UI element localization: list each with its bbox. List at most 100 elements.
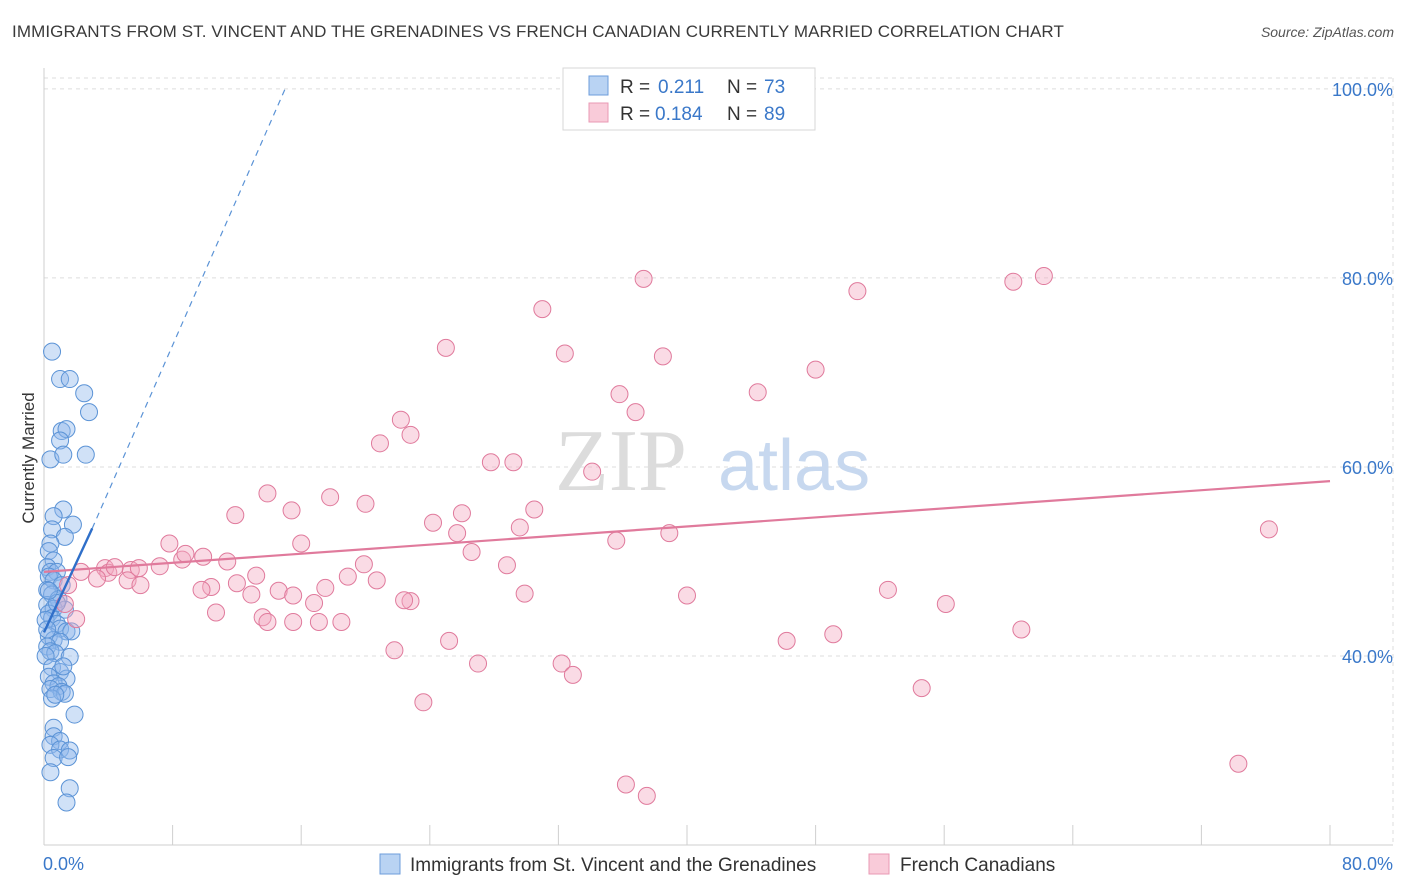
legend-swatch-blue [588, 75, 609, 96]
point-blue-2 [60, 370, 79, 389]
point-pink-1 [848, 282, 867, 301]
point-pink-82 [67, 610, 86, 629]
point-pink-3 [1034, 267, 1053, 286]
point-pink-10 [610, 385, 629, 404]
point-blue-45 [60, 647, 79, 666]
point-pink-36 [497, 556, 516, 575]
point-blue-72 [46, 685, 65, 704]
point-blue-6 [57, 420, 76, 439]
point-pink-5 [436, 338, 455, 357]
bottom-legend-swatch-pink [868, 853, 890, 875]
point-pink-2 [1004, 272, 1023, 291]
point-pink-71 [777, 631, 796, 650]
legend-r-label-1: R = [620, 77, 650, 98]
point-pink-14 [370, 434, 389, 453]
y-tick-labels: 40.0% 60.0% 80.0% 100.0% [1332, 80, 1393, 667]
point-pink-75 [563, 665, 582, 684]
bottom-legend-label-blue: Immigrants from St. Vincent and the Gren… [410, 855, 816, 876]
watermark-atlas: atlas [718, 426, 870, 506]
point-blue-1 [51, 370, 70, 389]
point-pink-24 [525, 500, 544, 519]
point-pink-6 [555, 344, 574, 363]
point-pink-17 [583, 462, 602, 481]
point-blue-63 [44, 749, 63, 768]
point-blue-17 [39, 542, 58, 561]
trend-line-blue-extension [91, 88, 286, 529]
legend-n-label-1: N = [727, 77, 757, 98]
point-pink-8 [806, 360, 825, 379]
point-pink-73 [469, 654, 488, 673]
point-pink-55 [401, 592, 420, 611]
point-pink-47 [338, 567, 357, 586]
point-blue-68 [38, 620, 57, 639]
point-pink-25 [424, 513, 443, 532]
point-blue-7 [51, 431, 70, 450]
point-blue-16 [41, 534, 60, 553]
point-pink-81 [1259, 520, 1278, 539]
x-tick-label-min: 0.0% [43, 854, 84, 874]
bottom-legend: Immigrants from St. Vincent and the Gren… [379, 853, 1055, 876]
point-blue-4 [80, 403, 99, 422]
point-pink-15 [481, 453, 500, 472]
point-pink-35 [354, 555, 373, 574]
point-pink-85 [176, 544, 195, 563]
point-blue-65 [41, 763, 60, 782]
point-blue-62 [60, 741, 79, 760]
point-pink-77 [414, 693, 433, 712]
point-pink-69 [1012, 620, 1031, 639]
point-pink-20 [356, 494, 375, 513]
point-blue-44 [36, 646, 55, 665]
legend-r-value-1: 0.211 [658, 77, 704, 98]
point-pink-48 [227, 574, 246, 593]
point-pink-32 [173, 550, 192, 569]
point-pink-44 [88, 569, 107, 588]
point-pink-78 [616, 775, 635, 794]
point-pink-62 [207, 603, 226, 622]
point-pink-18 [258, 484, 277, 503]
point-blue-12 [44, 507, 63, 526]
trend-line-pink [43, 480, 1331, 573]
data-points [36, 267, 1278, 812]
point-blue-71 [54, 657, 73, 676]
point-pink-19 [321, 488, 340, 507]
point-pink-26 [510, 518, 529, 537]
point-pink-16 [504, 453, 523, 472]
point-pink-79 [637, 786, 656, 805]
bottom-legend-swatch-blue [379, 853, 401, 875]
point-pink-27 [448, 524, 467, 543]
point-pink-68 [824, 625, 843, 644]
point-blue-66 [60, 779, 79, 798]
y-tick-label-1: 60.0% [1342, 458, 1393, 478]
point-blue-10 [76, 445, 95, 464]
y-axis-label: Currently Married [19, 392, 38, 523]
point-blue-11 [54, 500, 73, 519]
point-pink-76 [912, 679, 931, 698]
point-pink-74 [552, 654, 571, 673]
legend-r-label-2: R = [620, 104, 650, 125]
point-pink-21 [282, 501, 301, 520]
x-tick-label-max: 80.0% [1342, 854, 1393, 874]
point-pink-52 [269, 581, 288, 600]
point-blue-47 [51, 663, 70, 682]
point-blue-56 [65, 705, 84, 724]
point-pink-70 [440, 631, 459, 650]
trend-lines [42, 88, 1331, 633]
point-blue-67 [57, 793, 76, 812]
point-pink-7 [653, 347, 672, 366]
point-pink-57 [395, 591, 414, 610]
point-pink-9 [748, 383, 767, 402]
point-pink-54 [284, 586, 303, 605]
point-pink-64 [258, 612, 277, 631]
bottom-legend-label-pink: French Canadians [900, 855, 1055, 876]
point-pink-23 [452, 504, 471, 523]
y-tick-label-3: 100.0% [1332, 80, 1393, 100]
chart-source: Source: ZipAtlas.com [1260, 24, 1394, 40]
point-blue-60 [41, 735, 60, 754]
chart-title: IMMIGRANTS FROM ST. VINCENT AND THE GREN… [12, 22, 1064, 41]
y-tick-label-0: 40.0% [1342, 647, 1393, 667]
point-blue-3 [75, 384, 94, 403]
point-pink-53 [242, 585, 261, 604]
point-pink-31 [160, 534, 179, 553]
point-blue-0 [43, 342, 62, 361]
